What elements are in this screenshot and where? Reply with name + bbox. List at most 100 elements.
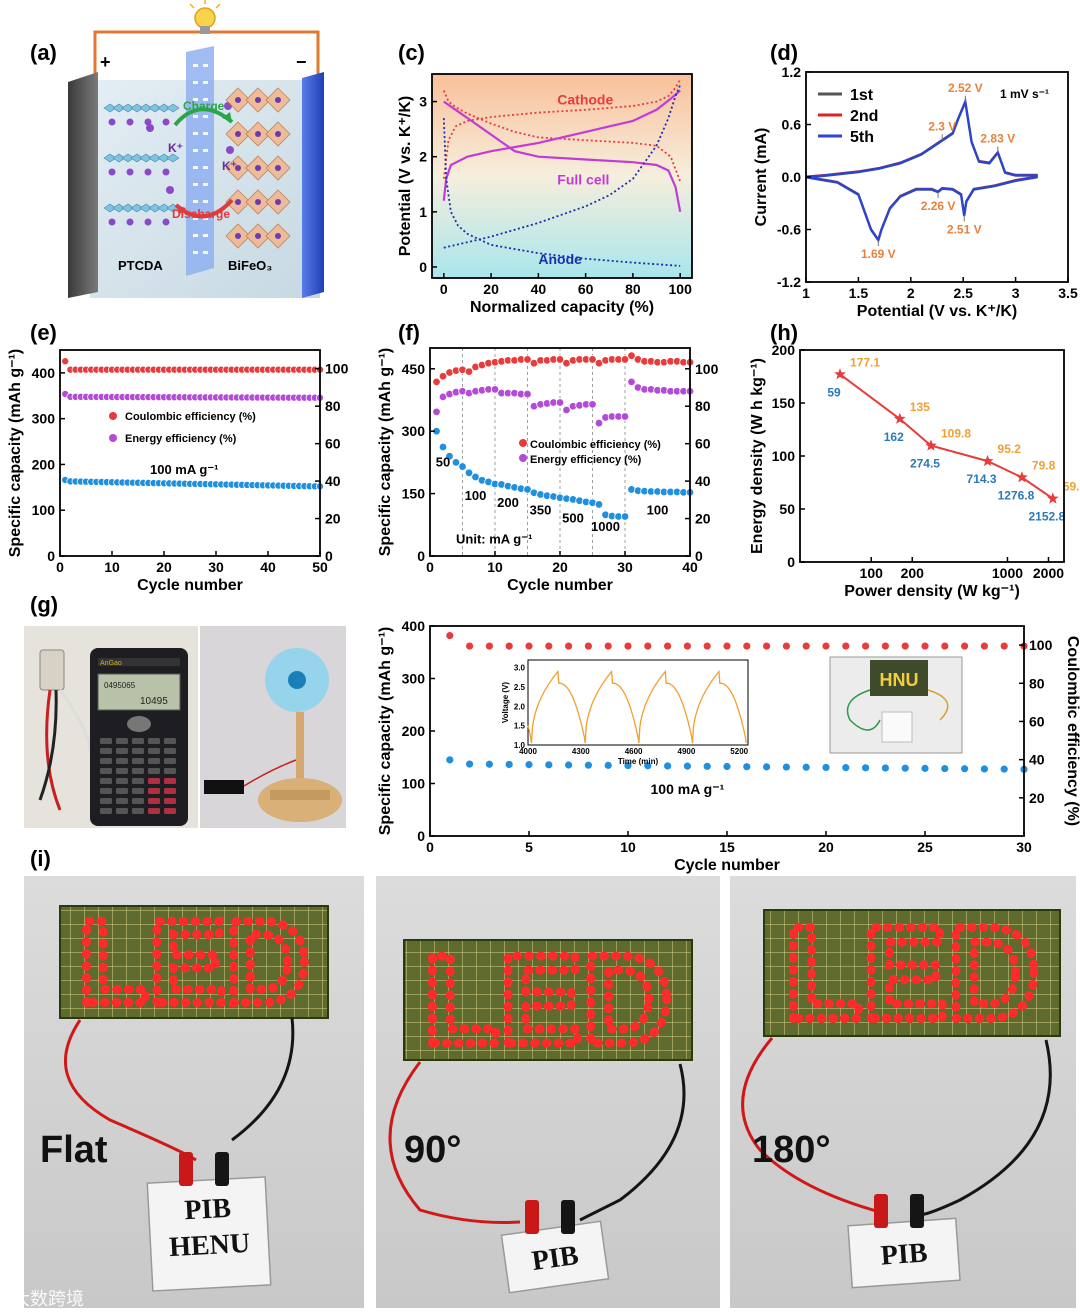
- data-point: [584, 760, 593, 770]
- separator: [186, 46, 214, 276]
- calculator-key: [116, 738, 128, 744]
- y2-tick-label: 20: [325, 511, 341, 527]
- panel-e-label: (f): [398, 320, 420, 345]
- energy-label: 135: [910, 400, 930, 414]
- k-ion: [126, 118, 134, 126]
- pore: [193, 217, 198, 220]
- mini-led-board: [870, 660, 928, 696]
- power-label: 714.3: [967, 472, 997, 486]
- data-point: [445, 631, 455, 640]
- y-tick-label: 1.2: [782, 64, 802, 80]
- data-point: [999, 641, 1009, 651]
- led-text: LED: [79, 896, 309, 1027]
- y-tick-label: 200: [772, 342, 796, 358]
- pouch-body: [146, 1176, 272, 1292]
- data-point: [603, 641, 613, 651]
- cv-curve: [805, 97, 1038, 242]
- data-point: [861, 641, 870, 651]
- y-tick-label: 300: [32, 411, 56, 427]
- pore: [193, 132, 198, 135]
- calculator-display-line2: 10495: [140, 696, 168, 707]
- discharge-label: Discharge: [172, 207, 230, 221]
- data-point: [627, 377, 636, 387]
- y-tick-label: 0: [419, 259, 427, 275]
- y2-tick-label: 40: [1029, 752, 1045, 768]
- x-tick-label: 3.5: [1058, 285, 1078, 301]
- mini-pouch: [881, 711, 913, 743]
- data-point: [702, 761, 712, 771]
- pouch-label: PIB: [530, 1240, 581, 1277]
- data-point: [881, 763, 890, 773]
- power-label: 274.5: [910, 457, 940, 471]
- k-ion: [108, 118, 116, 126]
- x-tick-label: 0: [56, 559, 64, 575]
- mini-wire: [846, 689, 881, 731]
- data-point: [451, 458, 461, 467]
- data-point: [588, 355, 597, 364]
- data-point: [801, 762, 811, 772]
- k-ion: [108, 218, 116, 226]
- bi-atom: [255, 97, 261, 103]
- orientation-label: Flat: [40, 1129, 108, 1171]
- data-point-star: [893, 412, 906, 424]
- y-axis-title: Energy density (W h kg⁻¹): [749, 358, 766, 554]
- x-tick-label: 50: [312, 559, 328, 575]
- y2-tick-label: 100: [325, 361, 349, 377]
- ptcda-ring: [166, 153, 180, 163]
- data-point: [484, 641, 494, 651]
- plot-background: [432, 74, 692, 278]
- red-wire: [741, 1037, 881, 1214]
- data-point: [980, 641, 989, 651]
- pore: [193, 98, 198, 101]
- data-point-star: [1016, 471, 1028, 483]
- panel-c-label: (d): [770, 40, 798, 65]
- pore: [203, 149, 208, 152]
- data-point: [432, 377, 441, 387]
- data-point: [465, 641, 475, 651]
- data-point: [620, 412, 630, 421]
- k-ion: [108, 168, 116, 176]
- calculator-key: [148, 748, 160, 754]
- unit-note: Unit: mA g⁻¹: [456, 532, 532, 547]
- peak-label: 2.26 V: [921, 199, 956, 213]
- x-tick-label: 10: [487, 559, 503, 575]
- rate-label: 350: [530, 502, 552, 517]
- x-tick-label: 1000: [992, 565, 1023, 581]
- pore: [203, 217, 208, 220]
- x-tick-label: 15: [719, 839, 735, 855]
- calculator-key: [100, 748, 112, 754]
- data-point: [782, 641, 791, 651]
- rate-label: 100: [647, 502, 669, 517]
- calculator-key: [132, 798, 144, 804]
- black-clip: [910, 1194, 924, 1228]
- calculator-key: [116, 798, 128, 804]
- data-point: [627, 351, 636, 360]
- x-tick-label: 20: [483, 281, 499, 297]
- y2-tick-label: 0: [695, 548, 703, 564]
- calculator-key: [164, 778, 176, 784]
- y-axis-title: Specific capacity (mAh g⁻¹): [377, 348, 394, 557]
- y-axis-title: Current (mA): [753, 128, 770, 227]
- data-point: [623, 641, 633, 651]
- data-point: [861, 763, 870, 773]
- x-tick-label: 2: [907, 285, 915, 301]
- y-tick-label: 200: [402, 723, 426, 739]
- series-line: [443, 100, 682, 213]
- panel-d-chart: (e) Coulombic efficiency (%) Energy effic…: [7, 320, 349, 594]
- pore: [193, 149, 198, 152]
- x-axis-title: Power density (W kg⁻¹): [844, 583, 1020, 600]
- k-ion: [162, 218, 170, 226]
- pore: [203, 183, 208, 186]
- k-ion: [144, 168, 152, 176]
- orientation-label: 90°: [404, 1129, 461, 1171]
- power-label: 59: [827, 385, 841, 399]
- k-ion: [226, 146, 234, 154]
- energy-label: 109.8: [941, 427, 971, 441]
- data-point: [465, 759, 475, 769]
- rate-label: 1000: [591, 519, 620, 534]
- data-point: [960, 764, 969, 774]
- x-axis-title: Potential (V vs. K⁺/K): [857, 303, 1017, 320]
- data-point: [841, 641, 851, 651]
- calculator-key: [148, 808, 160, 814]
